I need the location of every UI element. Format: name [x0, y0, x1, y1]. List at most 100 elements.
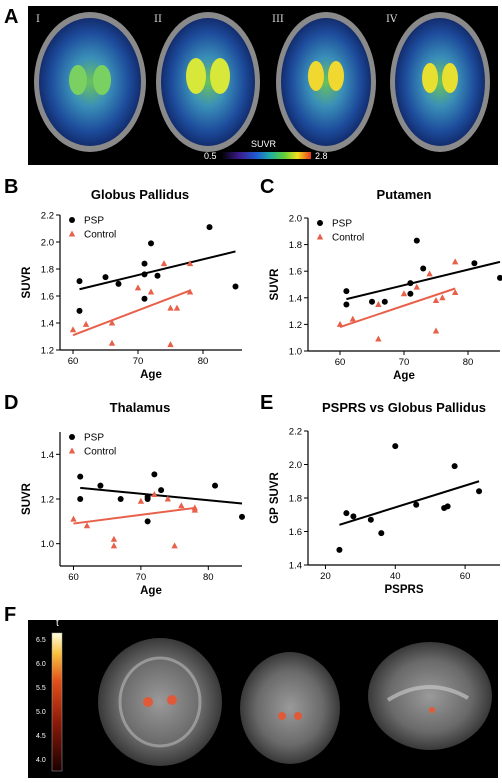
data-point: [160, 260, 168, 267]
data-point: [76, 278, 83, 285]
data-point: [141, 295, 148, 302]
fit-line: [72, 289, 191, 337]
data-point: [70, 515, 77, 522]
t-colorbar: [51, 632, 63, 772]
data-point: [432, 327, 440, 334]
panel-letter-b: B: [4, 176, 19, 198]
data-point: [173, 304, 181, 311]
data-point: [144, 496, 151, 502]
data-point: [82, 320, 90, 327]
y-tick-label: 2.0: [289, 214, 302, 225]
data-point: [452, 288, 459, 295]
panel-letter-d: D: [4, 392, 19, 414]
data-point: [147, 288, 155, 295]
coronal-slice: [240, 652, 340, 764]
fit-line: [73, 506, 195, 525]
slice-4: [390, 12, 490, 152]
data-point: [432, 296, 440, 303]
data-point: [451, 463, 458, 470]
legend-marker: [69, 217, 75, 223]
fit-line: [339, 480, 480, 526]
sagittal-slice: [368, 642, 492, 750]
data-point: [171, 542, 178, 549]
y-tick-label: 1.0: [41, 539, 54, 550]
data-point: [206, 224, 213, 231]
y-tick-label: 1.8: [289, 240, 302, 251]
x-tick-label: 60: [68, 356, 79, 367]
t-colorbar-tick-5: 4.0: [36, 757, 46, 764]
data-point: [232, 283, 239, 290]
y-tick-label: 1.6: [41, 292, 54, 303]
x-axis-label: Age: [140, 585, 162, 597]
x-tick-label: 20: [320, 571, 331, 582]
x-tick-label: 80: [463, 357, 474, 368]
data-point: [343, 301, 350, 308]
fit-line: [339, 287, 456, 329]
chart-title: PSPRS vs Globus Pallidus: [322, 400, 486, 415]
data-point: [407, 280, 414, 287]
x-tick-label: 70: [133, 356, 144, 367]
panel-letter-a: A: [4, 6, 19, 28]
data-point: [413, 283, 420, 290]
slice-2: [156, 12, 260, 152]
legend-label: Control: [84, 230, 116, 241]
data-point: [476, 488, 483, 495]
slice-3: [276, 12, 376, 152]
data-point: [375, 300, 382, 307]
y-tick-label: 1.6: [289, 267, 302, 278]
chart-title: Globus Pallidus: [91, 187, 189, 202]
data-point: [186, 288, 194, 295]
data-point: [69, 326, 77, 333]
data-point: [110, 535, 118, 542]
data-point: [154, 272, 161, 279]
chart-putamen: Putamen 60 70 80 1.0 1.2 1.4 1.6 1.8 2.0 Age SUVR PS…: [269, 187, 502, 382]
data-point: [349, 315, 356, 322]
fit-line: [346, 260, 501, 301]
data-point: [343, 288, 350, 295]
data-point: [343, 510, 350, 517]
data-point: [367, 516, 374, 523]
y-tick-label: 2.2: [41, 211, 54, 222]
y-tick-label: 1.0: [289, 347, 302, 358]
y-axis-label: GP SUVR: [269, 472, 281, 524]
data-point: [191, 506, 199, 513]
legend-marker: [69, 434, 75, 440]
data-point: [97, 482, 104, 489]
t-colorbar-tick-3: 5.0: [36, 709, 46, 716]
data-point: [141, 260, 148, 267]
data-point: [77, 473, 84, 480]
data-point: [471, 260, 478, 267]
axial-slice: [98, 638, 222, 766]
panel-letter-c: C: [260, 176, 275, 198]
data-point: [164, 495, 172, 502]
data-point: [178, 502, 185, 509]
legend-label: Control: [332, 233, 364, 244]
y-tick-label: 1.8: [289, 494, 302, 505]
chart-title: Putamen: [377, 187, 432, 202]
legend-marker: [316, 233, 324, 240]
t-colorbar-tick-0: 6.5: [36, 637, 46, 644]
slice-label-4: IV: [386, 14, 398, 25]
legend-label: PSP: [332, 219, 352, 230]
data-point: [407, 290, 414, 297]
x-tick-label: 80: [203, 572, 214, 583]
y-tick-label: 2.0: [289, 460, 302, 471]
data-point: [141, 271, 148, 278]
t-colorbar-tick-1: 6.0: [36, 661, 46, 668]
chart-psprs-vs-gp: PSPRS vs Globus Pallidus 20 40 60 1.4 1.6 1.8 2…: [269, 400, 500, 596]
data-point: [148, 240, 154, 247]
x-tick-label: 60: [68, 572, 79, 583]
data-point: [83, 522, 91, 529]
data-point: [76, 307, 83, 314]
y-tick-label: 1.8: [41, 265, 54, 276]
data-point: [400, 290, 408, 297]
data-point: [167, 304, 174, 311]
data-point: [392, 443, 399, 450]
y-tick-label: 1.2: [41, 346, 54, 357]
data-point: [77, 496, 84, 502]
data-point: [336, 320, 344, 327]
data-point: [134, 284, 142, 291]
legend-label: PSP: [84, 433, 104, 444]
x-tick-label: 60: [335, 357, 346, 368]
data-point: [158, 487, 165, 494]
